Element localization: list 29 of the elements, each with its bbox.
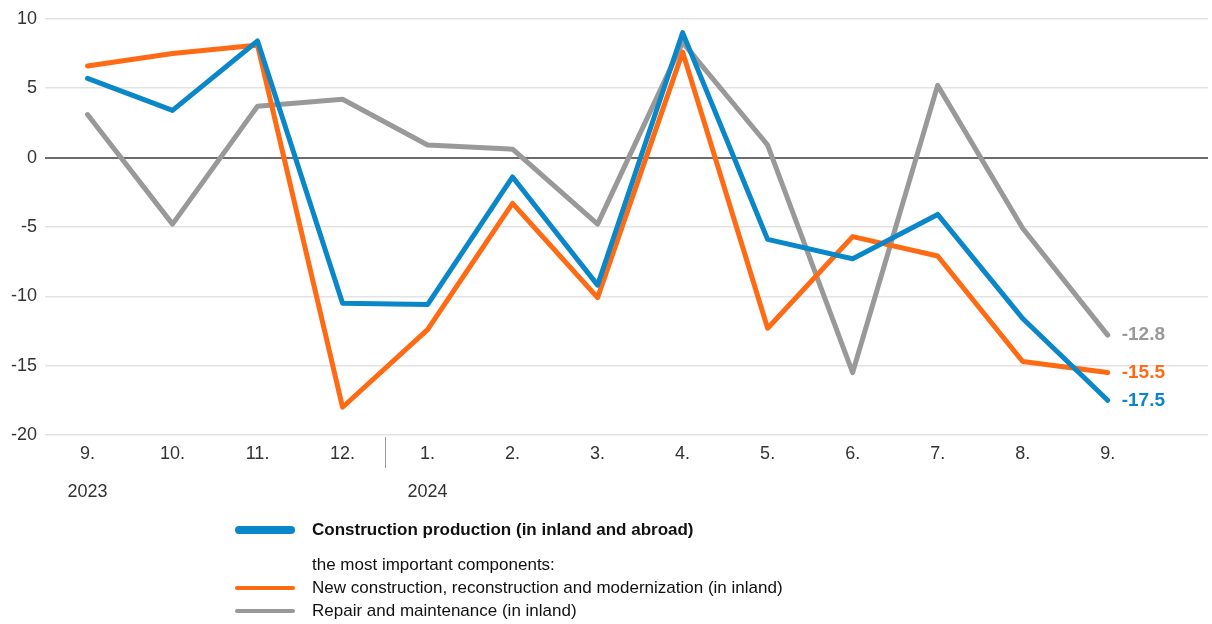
x-tick-label: 7. bbox=[930, 442, 946, 463]
y-tick-label: 0 bbox=[26, 146, 37, 167]
data-label: -17.5 bbox=[1121, 388, 1166, 410]
legend-label: Construction production (in inland and abroad) bbox=[312, 519, 694, 540]
legend-label: Repair and maintenance (in inland) bbox=[312, 600, 577, 621]
y-tick-label: -15 bbox=[10, 354, 37, 375]
x-tick-label: 10. bbox=[160, 442, 186, 463]
y-tick-label: 5 bbox=[26, 77, 37, 98]
x-tick-label: 2. bbox=[505, 442, 521, 463]
text: 2023 bbox=[67, 480, 108, 501]
y-tick-label: -20 bbox=[10, 423, 37, 444]
x-tick-label: 9. bbox=[1100, 442, 1116, 463]
x-tick-label: 4. bbox=[675, 442, 691, 463]
y-tick-label: -10 bbox=[10, 285, 37, 306]
text: 2024 bbox=[407, 480, 448, 501]
x-tick-label: 12. bbox=[330, 442, 356, 463]
data-label: -12.8 bbox=[1121, 323, 1165, 345]
y-tick-label: -5 bbox=[20, 215, 37, 236]
x-tick-label: 5. bbox=[760, 442, 776, 463]
x-tick-label: 1. bbox=[420, 442, 436, 463]
data-label: -15.5 bbox=[1121, 360, 1166, 382]
x-tick-label: 3. bbox=[590, 442, 606, 463]
x-tick-label: 11. bbox=[245, 442, 270, 463]
legend-title: the most important components: bbox=[312, 554, 556, 576]
legend-label: New construction, reconstruction and modernization (in inland) bbox=[312, 577, 783, 598]
x-tick-label: 8. bbox=[1015, 442, 1031, 463]
x-tick-label: 9. bbox=[80, 442, 96, 463]
x-tick-label: 6. bbox=[845, 442, 861, 463]
y-tick-label: 10 bbox=[16, 7, 37, 28]
